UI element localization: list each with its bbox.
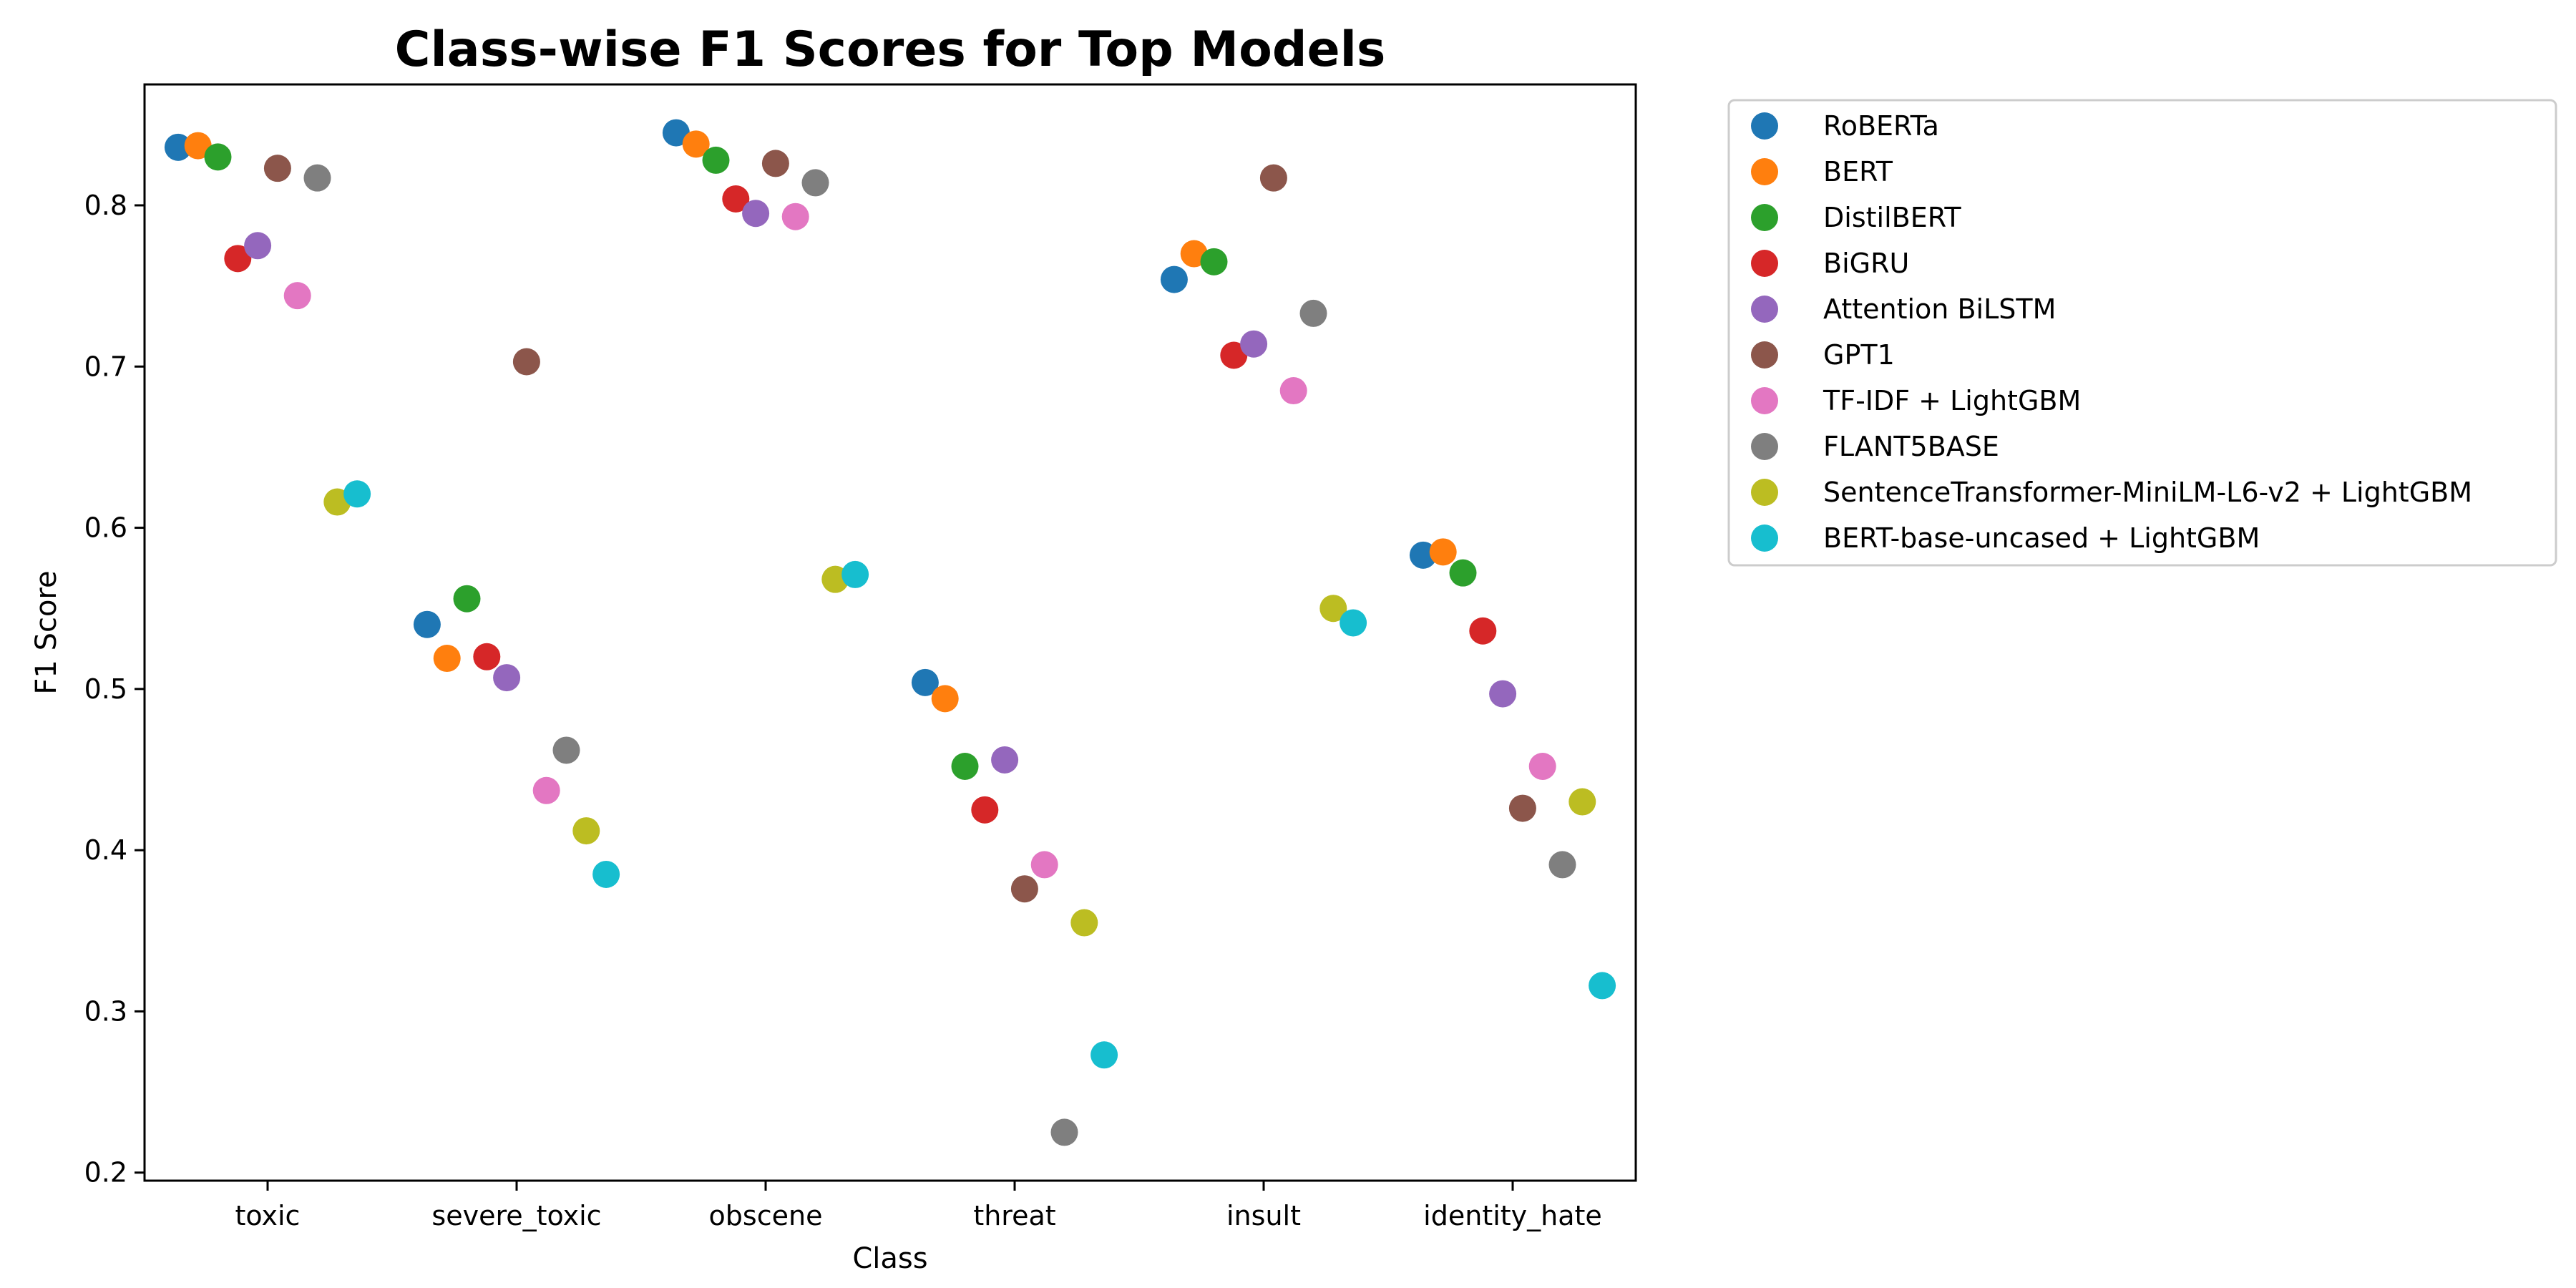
legend-frame — [1727, 99, 2557, 567]
data-point — [742, 200, 770, 228]
x-tick-label: obscene — [709, 1200, 823, 1231]
data-point — [164, 133, 192, 161]
data-point — [343, 480, 371, 508]
data-point — [1259, 164, 1287, 192]
legend-marker — [1751, 341, 1778, 369]
data-point — [1568, 788, 1596, 816]
data-point — [1240, 330, 1268, 358]
legend-marker — [1751, 112, 1778, 140]
legend-marker — [1751, 204, 1778, 231]
data-point — [1050, 1118, 1078, 1146]
legend-label: RoBERTa — [1823, 110, 1939, 142]
data-point — [951, 752, 979, 780]
data-point — [532, 776, 560, 804]
data-point — [413, 610, 441, 638]
x-tick-label: identity_hate — [1423, 1200, 1602, 1231]
x-tick-label: insult — [1226, 1200, 1301, 1231]
data-point — [592, 860, 620, 888]
data-point — [1528, 752, 1556, 780]
legend-label: Attention BiLSTM — [1823, 293, 2056, 325]
y-axis: 0.2 0.3 0.4 0.5 0.6 0.7 0.8 — [84, 190, 145, 1189]
data-point — [184, 132, 212, 160]
legend-label: BERT-base-uncased + LightGBM — [1823, 522, 2260, 554]
data-point — [1070, 909, 1098, 937]
data-point — [841, 560, 869, 588]
data-point — [1091, 1041, 1118, 1069]
x-axis-label: Class — [852, 1242, 927, 1275]
data-point — [493, 664, 521, 692]
legend-marker — [1751, 525, 1778, 552]
data-point — [931, 685, 959, 713]
data-point — [1279, 377, 1307, 405]
data-point — [911, 668, 939, 696]
data-point — [1508, 794, 1536, 822]
data-point — [263, 155, 291, 182]
data-point — [1299, 299, 1327, 327]
data-point — [1030, 851, 1058, 879]
data-point — [662, 119, 690, 147]
data-point — [991, 746, 1019, 774]
data-point — [761, 150, 789, 177]
data-point — [971, 796, 999, 824]
chart-title: Class-wise F1 Scores for Top Models — [395, 21, 1386, 78]
x-tick-label: threat — [973, 1200, 1055, 1231]
data-point — [781, 203, 809, 230]
data-point — [1160, 265, 1188, 293]
data-point — [702, 146, 730, 174]
data-point — [1319, 595, 1347, 623]
legend-label: DistilBERT — [1823, 202, 1961, 233]
data-point — [1010, 875, 1038, 903]
legend-label: SentenceTransformer-MiniLM-L6-v2 + Light… — [1823, 477, 2472, 508]
y-tick-label: 0.7 — [84, 351, 127, 382]
data-point — [1449, 559, 1477, 587]
legend-label: TF-IDF + LightGBM — [1823, 385, 2081, 416]
data-point — [1340, 609, 1367, 637]
legend-marker — [1751, 433, 1778, 460]
data-point — [1200, 248, 1228, 275]
legend-marker — [1751, 158, 1778, 185]
data-point — [512, 348, 540, 376]
x-axis: toxic severe_toxic obscene threat insult iden… — [235, 1181, 1602, 1231]
data-point — [1429, 538, 1457, 566]
legend-marker — [1751, 479, 1778, 506]
data-point — [1589, 972, 1616, 1000]
legend-marker — [1751, 296, 1778, 323]
data-point — [303, 164, 331, 192]
data-point — [722, 185, 750, 213]
x-tick-label: severe_toxic — [431, 1200, 601, 1231]
x-tick-label: toxic — [235, 1200, 301, 1231]
y-tick-label: 0.5 — [84, 673, 127, 705]
y-axis-label: F1 Score — [30, 570, 63, 694]
legend-marker — [1751, 387, 1778, 414]
legend-label: FLANT5BASE — [1823, 431, 1999, 462]
legend-marker — [1751, 250, 1778, 277]
data-point — [204, 143, 232, 171]
data-point — [1220, 341, 1248, 369]
data-points — [164, 119, 1616, 1146]
legend-label: GPT1 — [1823, 339, 1895, 371]
data-point — [1489, 680, 1517, 708]
data-point — [224, 245, 252, 273]
data-point — [473, 643, 501, 670]
y-tick-label: 0.3 — [84, 995, 127, 1027]
legend-label: BiGRU — [1823, 248, 1909, 279]
data-point — [433, 645, 461, 673]
data-point — [1548, 851, 1576, 879]
data-point — [244, 232, 272, 260]
data-point — [572, 817, 600, 845]
y-tick-label: 0.8 — [84, 190, 127, 221]
y-tick-label: 0.2 — [84, 1157, 127, 1189]
legend: RoBERTa BERT DistilBERT BiGRU Attention BiLS… — [1727, 99, 2557, 567]
data-point — [283, 282, 311, 310]
data-point — [1469, 617, 1497, 645]
data-point — [453, 585, 481, 613]
y-tick-label: 0.4 — [84, 834, 127, 866]
y-tick-label: 0.6 — [84, 512, 127, 544]
plot-area — [143, 83, 1637, 1182]
data-point — [801, 169, 829, 197]
data-point — [682, 130, 710, 158]
data-point — [552, 736, 580, 764]
legend-label: BERT — [1823, 156, 1893, 187]
